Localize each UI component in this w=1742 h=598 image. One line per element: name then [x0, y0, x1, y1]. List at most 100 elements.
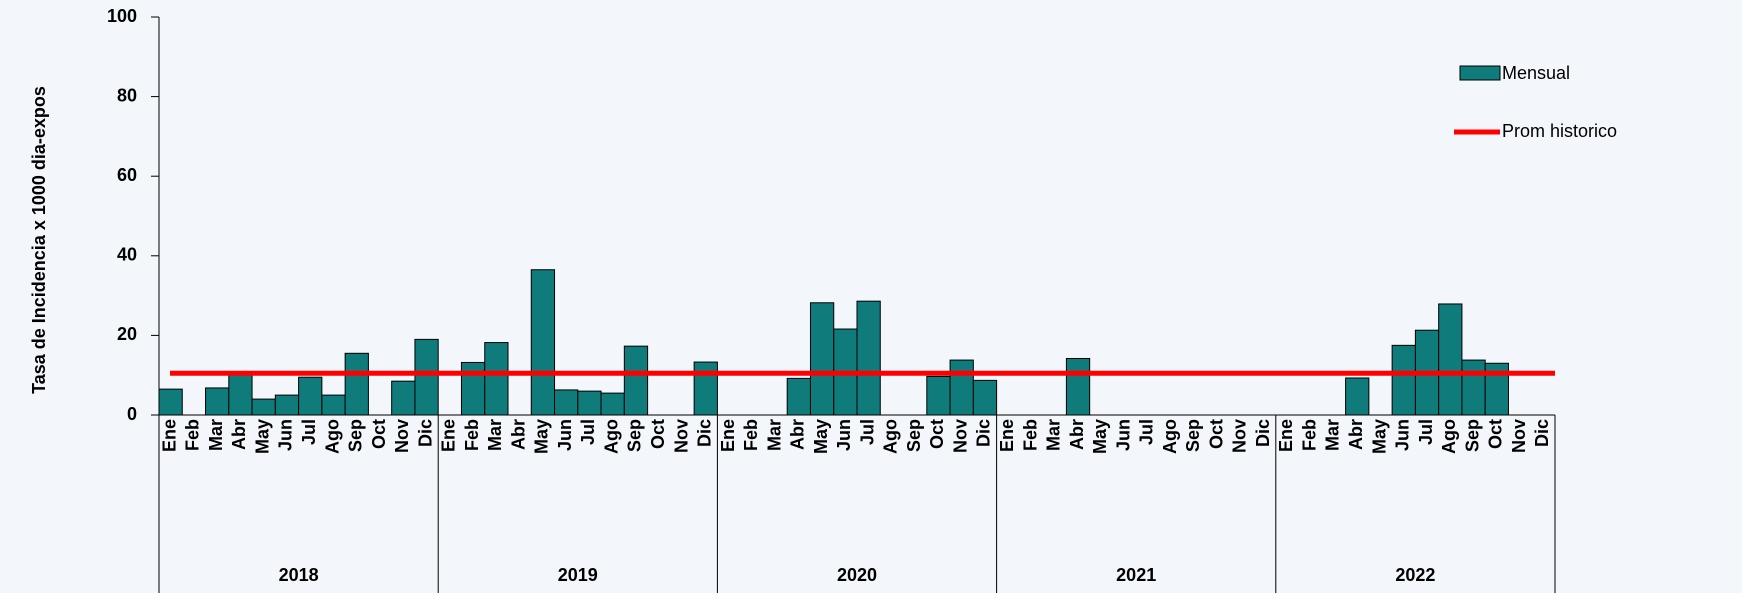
bar [1345, 377, 1370, 416]
x-tick-label: Feb [183, 419, 203, 451]
bar [972, 379, 998, 416]
x-tick-label: Jul [857, 419, 877, 445]
x-tick-label: Jul [1137, 419, 1157, 445]
bar [460, 361, 486, 416]
x-tick-label: Ago [322, 419, 342, 454]
x-tick-label: Abr [1067, 419, 1087, 450]
x-tick-label: Mar [764, 419, 784, 451]
bar [949, 359, 974, 416]
y-tick-label: 100 [107, 6, 137, 26]
x-tick-label: Sep [1462, 419, 1482, 452]
x-tick-label: Dic [1253, 419, 1273, 447]
x-tick-label: Dic [1532, 419, 1552, 447]
x-tick-label: Feb [1299, 419, 1319, 451]
x-tick-label: Jun [555, 419, 575, 451]
x-tick-label: Sep [625, 419, 645, 452]
x-tick-label: Dic [415, 419, 435, 447]
bar [926, 375, 951, 416]
x-tick-label: May [1369, 419, 1389, 454]
x-tick-label: Jun [1113, 419, 1133, 451]
x-tick-label: Oct [369, 419, 389, 449]
year-label: 2020 [837, 565, 877, 585]
x-tick-label: Dic [695, 419, 715, 447]
year-label: 2021 [1116, 565, 1156, 585]
bar [274, 394, 300, 416]
legend-label: Prom historico [1502, 121, 1617, 141]
x-tick-label: Jul [578, 419, 598, 445]
x-tick-label: Sep [346, 419, 366, 452]
x-tick-label: Ago [881, 419, 901, 454]
x-tick-label: Jun [834, 419, 854, 451]
y-tick-label: 40 [117, 245, 137, 265]
x-tick-label: Feb [741, 419, 761, 451]
x-tick-label: Dic [974, 419, 994, 447]
x-tick-label: Feb [462, 419, 482, 451]
bar [1461, 359, 1486, 416]
x-tick-label: Abr [1346, 419, 1366, 450]
bar [158, 388, 183, 416]
bar [298, 376, 323, 416]
x-tick-label: Ago [1439, 419, 1459, 454]
year-label: 2018 [279, 565, 319, 585]
x-tick-label: Jul [1416, 419, 1436, 445]
x-tick-label: Ago [601, 419, 621, 454]
bar [228, 372, 253, 416]
bar [856, 300, 881, 416]
x-tick-label: Abr [508, 419, 528, 450]
bar [344, 352, 369, 416]
bar [530, 269, 556, 416]
bar [554, 389, 579, 416]
bar [1484, 362, 1509, 416]
bar [786, 377, 811, 416]
bar [623, 345, 649, 416]
bar [809, 302, 835, 416]
year-label: 2019 [558, 565, 598, 585]
bar [1391, 344, 1416, 416]
x-tick-label: May [811, 419, 831, 454]
bar [414, 338, 439, 416]
x-tick-label: Oct [1486, 419, 1506, 449]
bar [484, 342, 509, 416]
bar [600, 392, 625, 416]
x-tick-label: Sep [1183, 419, 1203, 452]
x-tick-label: Nov [950, 419, 970, 453]
bar [321, 394, 346, 416]
y-tick-label: 20 [117, 324, 137, 344]
bar [391, 380, 416, 416]
x-tick-label: Jul [299, 419, 319, 445]
y-tick-label: 0 [127, 404, 137, 424]
x-tick-label: Ene [1276, 419, 1296, 452]
x-tick-label: Nov [1509, 419, 1529, 453]
x-tick-label: Nov [671, 419, 691, 453]
x-tick-label: Ene [997, 419, 1017, 452]
x-tick-label: Mar [206, 419, 226, 451]
bar [205, 387, 230, 416]
year-label: 2022 [1395, 565, 1435, 585]
x-tick-label: Oct [927, 419, 947, 449]
bar [1438, 303, 1463, 416]
bar [1065, 357, 1091, 416]
x-tick-label: Oct [1206, 419, 1226, 449]
bar [693, 361, 718, 416]
y-axis-label: Tasa de Incidencia x 1000 dia-expos [29, 86, 49, 394]
bar [251, 398, 276, 416]
x-tick-label: Oct [648, 419, 668, 449]
x-tick-label: Nov [392, 419, 412, 453]
x-tick-label: Nov [1230, 419, 1250, 453]
x-tick-label: Mar [1323, 419, 1343, 451]
x-tick-label: Abr [788, 419, 808, 450]
x-tick-label: Jun [276, 419, 296, 451]
x-tick-label: Ene [718, 419, 738, 452]
legend-label: Mensual [1502, 63, 1570, 83]
x-tick-label: Ene [159, 419, 179, 452]
x-tick-label: Jun [1393, 419, 1413, 451]
x-tick-label: Ene [439, 419, 459, 452]
x-tick-label: Abr [229, 419, 249, 450]
x-tick-label: Feb [1020, 419, 1040, 451]
x-tick-label: May [532, 419, 552, 454]
x-tick-label: Mar [1044, 419, 1064, 451]
x-tick-label: May [1090, 419, 1110, 454]
y-tick-label: 80 [117, 85, 137, 105]
y-tick-label: 60 [117, 165, 137, 185]
